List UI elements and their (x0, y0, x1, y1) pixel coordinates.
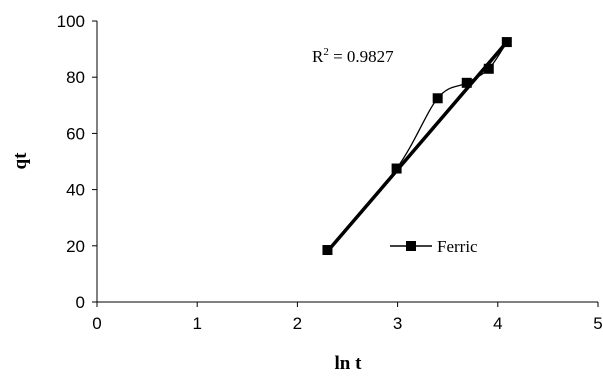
y-tick-labels: 0 20 40 60 80 100 (57, 12, 85, 312)
x-tick-label: 5 (593, 314, 602, 333)
legend: Ferric (390, 237, 478, 256)
x-tick-label: 2 (293, 314, 302, 333)
plot-area (322, 37, 512, 256)
y-tick-label: 20 (66, 237, 85, 256)
r-squared-annotation: R2 = 0.9827 (312, 46, 394, 66)
y-tick-label: 100 (57, 12, 85, 31)
data-point-ferric (501, 37, 512, 48)
x-tick-labels: 0 1 2 3 4 5 (92, 314, 602, 333)
x-tick-label: 0 (92, 314, 101, 333)
data-point-ferric (432, 93, 443, 104)
data-point-ferric (461, 77, 472, 88)
y-tick-label: 60 (66, 124, 85, 143)
y-tick-label: 80 (66, 68, 85, 87)
legend-label: Ferric (437, 237, 478, 256)
data-point-ferric (483, 63, 494, 74)
x-tick-label: 1 (192, 314, 201, 333)
axes (92, 20, 599, 307)
y-tick-label: 40 (66, 181, 85, 200)
x-axis-title: ln t (335, 353, 363, 374)
data-point-ferric (322, 245, 333, 256)
y-tick-label: 0 (76, 293, 85, 312)
x-tick-label: 4 (493, 314, 502, 333)
x-tick-label: 3 (393, 314, 402, 333)
data-point-ferric (391, 163, 402, 174)
y-axis-title: qt (10, 152, 31, 170)
legend-marker (406, 241, 416, 251)
